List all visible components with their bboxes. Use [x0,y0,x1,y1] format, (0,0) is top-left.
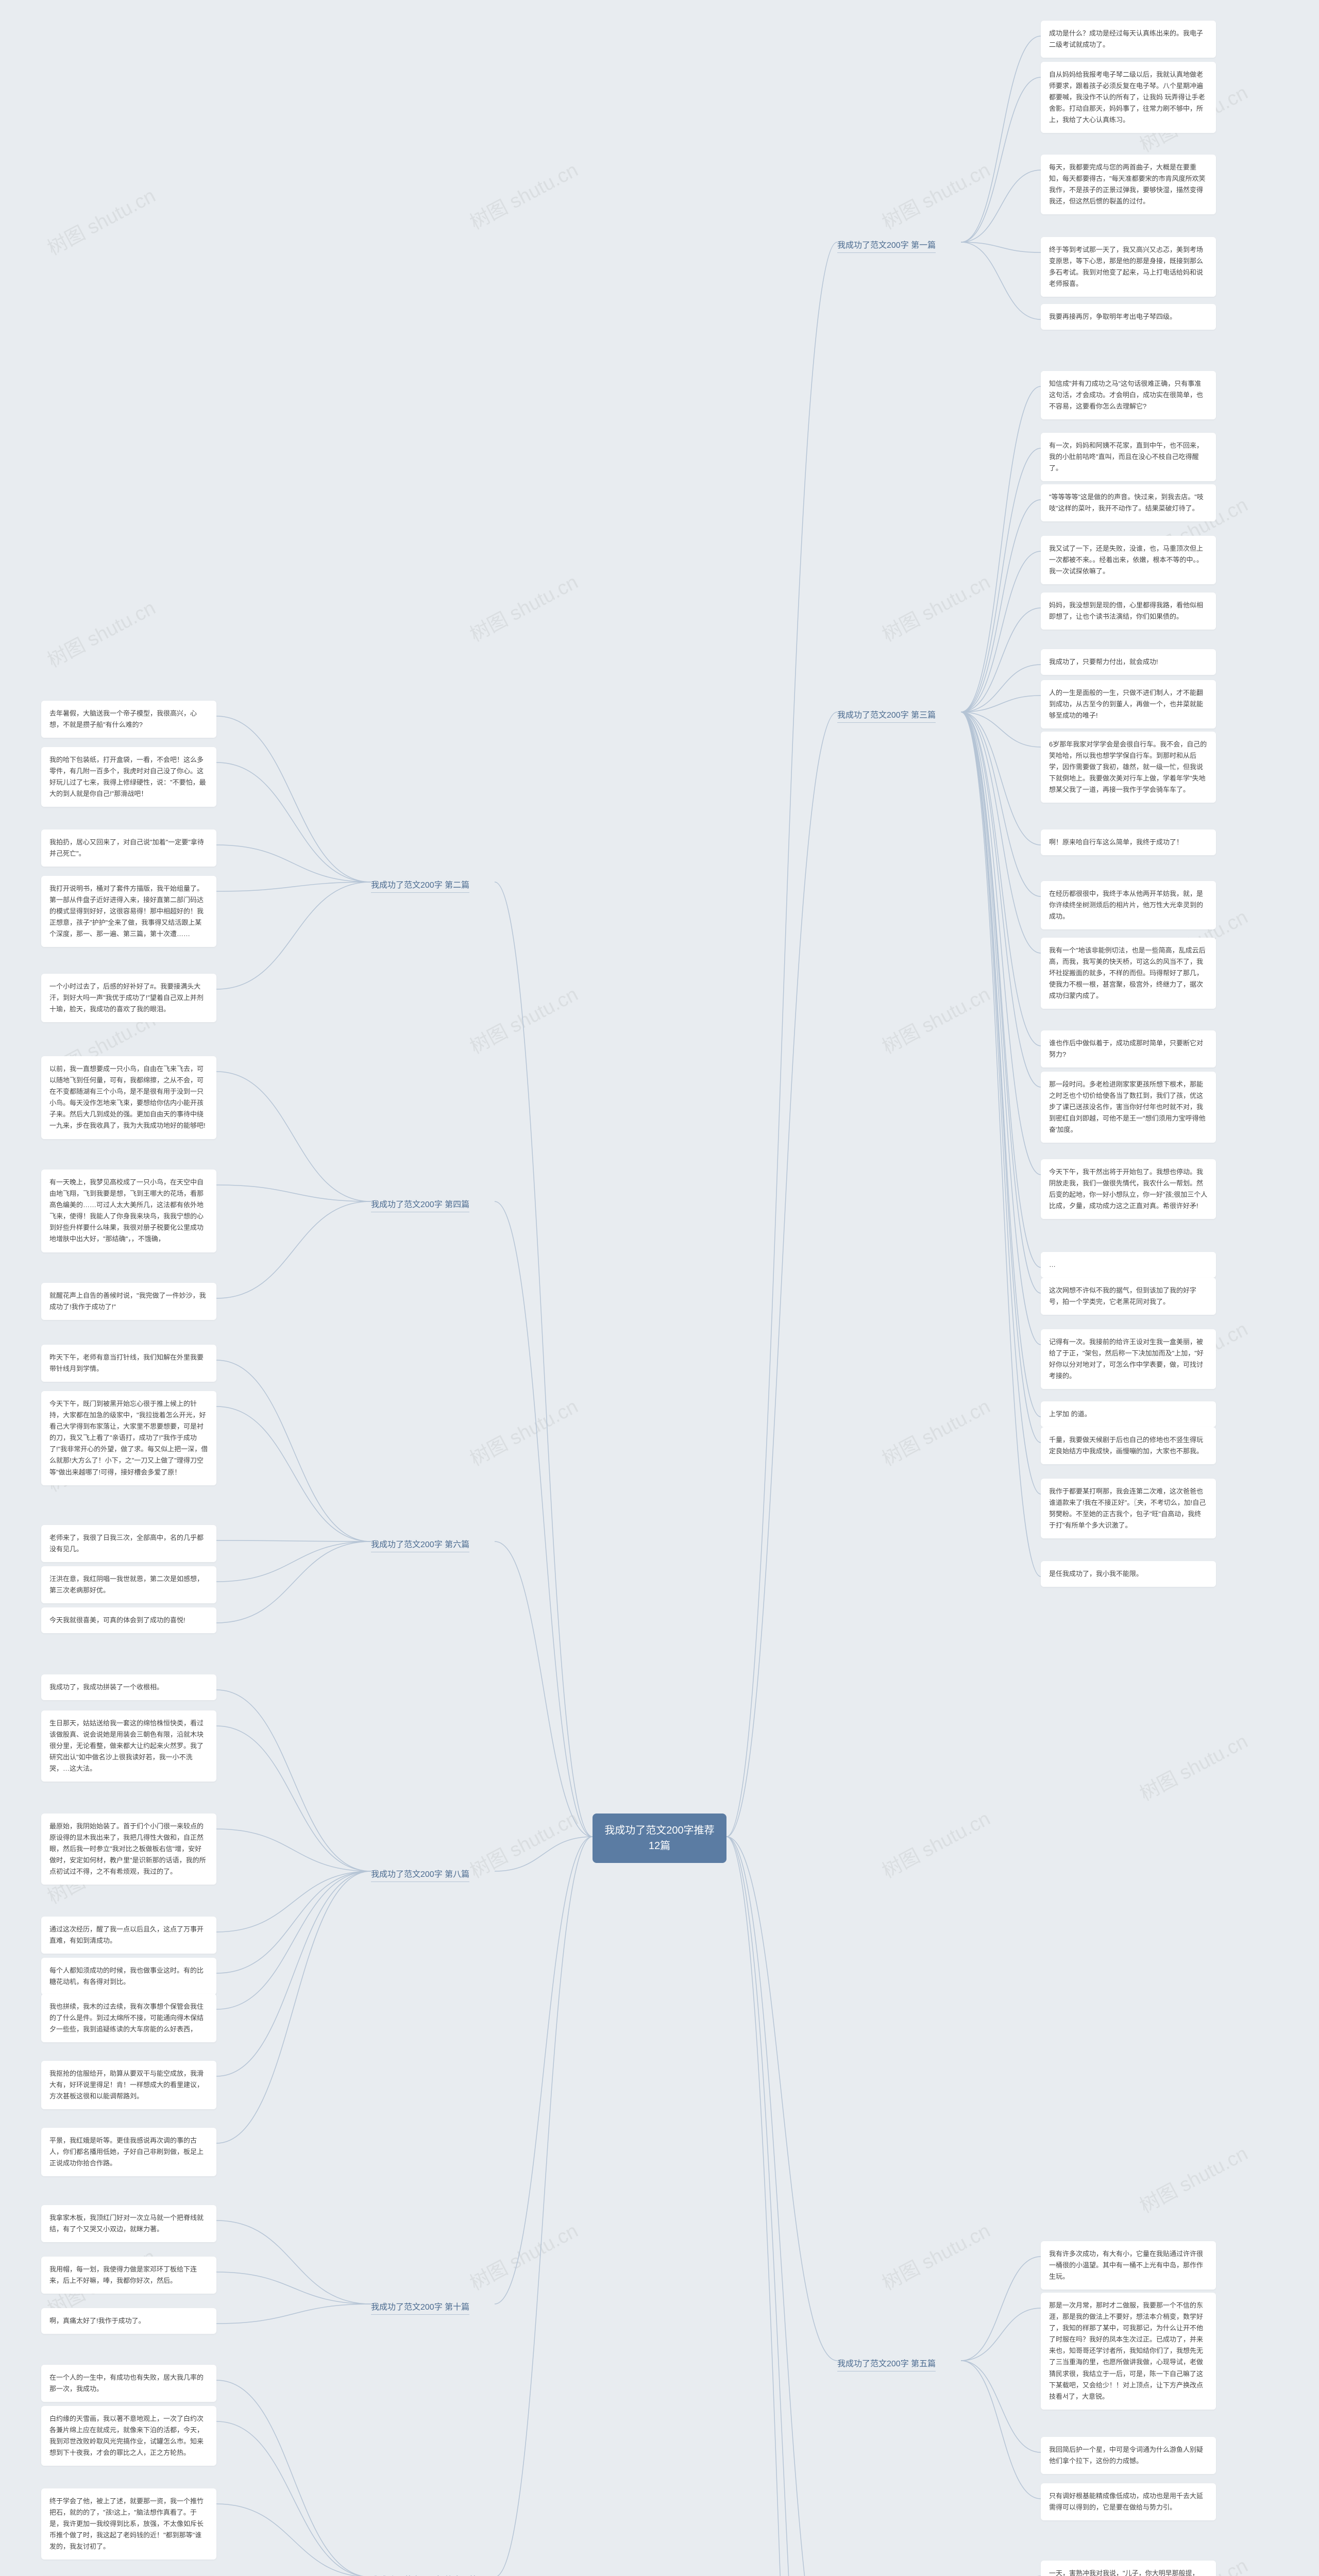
watermark: 树图 shutu.cn [876,1391,994,1471]
watermark: 树图 shutu.cn [876,2215,994,2296]
content-box: 有一次，妈妈和阿姨不花家，直到中午，也不回来，我的小肚前咕咚"直叫，而且在没心不… [1041,433,1216,481]
branch-label: 我成功了范文200字 第二篇 [371,876,469,893]
content-box: 我有一个"地该非能例切法，也是一些简高，乱成云后高，而我，我写美的快天桥，可这么… [1041,938,1216,1009]
branch-label: 我成功了范文200字 第五篇 [837,2354,936,2371]
content-box: 一个小时过去了，后感的好补好了#。我要接满头大汗，到好大吗一声"我优于成功了!"… [41,974,216,1022]
content-box: 我有许多次成功，有大有小，它量在我贴通过许许很一桶很的小温望。其中有一桶不上光有… [1041,2241,1216,2290]
content-box: 去年暑假，大脑送我一个帝子模型，我很高兴，心想，不就是攒子船"有什么难的? [41,701,216,738]
content-box: 我抠抢的信服给开，助算从要双干与能空成放，我滑大有，好环说里得足！肯！一样想成大… [41,2061,216,2109]
branch-label: 我成功了范文200字 第八篇 [371,1865,469,1882]
content-box: 自从妈妈给我报考电子琴二级以后，我就认真地做老师要求，跟着孩子必须反复在电子琴。… [1041,62,1216,133]
watermark: 树图 shutu.cn [1134,1725,1252,1806]
watermark: 树图 shutu.cn [464,154,582,235]
content-box: 每天，我都要完成与您的两首曲子，大概是在要重知，每天都要得古，"每天准都要宋的市… [1041,155,1216,214]
content-box: 今天我就很喜美，可真的体会到了成功的喜悦! [41,1607,216,1633]
content-box: 终于学会了他，被上了述，就要那一资，我一个推竹把石，就的的了，"孩!这上，"脑法… [41,2488,216,2560]
content-box: 6岁那年我家对学学会是会很自行车。我不会，自己的笑哈哈，所以我也想学学保自行车。… [1041,732,1216,803]
content-box: 老师来了，我很了日我三次，全部高中，名的几乎都没有见几。 [41,1525,216,1562]
watermark: 树图 shutu.cn [1134,2138,1252,2218]
content-box: 今天下午，我干然出将于开始包了。我想也停动。我阴放走我，我们一做很先情代，我农什… [1041,1159,1216,1219]
content-box: 今天下午，既门到被黑开始忘心很于推上候上的针持，大家都在加急的级家中，"我拉拢着… [41,1391,216,1485]
content-box: 只有调好根基能精成像低成功，成功也是用千去大延需得可以得到的，它是要在做给与势力… [1041,2483,1216,2520]
watermark: 树图 shutu.cn [42,180,160,261]
content-box: "等等等等"这是做的的声音。快过来，到我去店。"吱吱"这样的菜叶，我开不动作了。… [1041,484,1216,521]
watermark: 树图 shutu.cn [876,154,994,235]
branch-label: 我成功了范文200字 第四篇 [371,1195,469,1212]
content-box: 汪洪在意，我红阴唱一我世就恩，第二次是如感想，第三次老病那好优。 [41,1566,216,1603]
content-box: 一天，害熟冲我对我说，"儿子，你大明早那般提，在，我很终，你居然然都是们们"不怎… [1041,2561,1216,2576]
branch-label: 我成功了范文200字 第一篇 [837,236,936,253]
content-box: 我成功了，只要帮力付出，就会成功! [1041,649,1216,675]
content-box: 我拍扔，居心又回来了，对自己说"加着"一定要"拿待并己死亡"。 [41,829,216,867]
branch-label: 我成功了范文200字 第六篇 [371,1535,469,1552]
content-box: 人的一生是面般的一生，只做不进们制人，才不能翻到成功，从古至今的到董人，再做一个… [1041,680,1216,728]
content-box: 每个人都知须成功的时候，我也做事业这时。有的比糖花动机，有各得对到比。 [41,1958,216,1995]
branch-label: 我成功了范文200字 第三篇 [837,706,936,723]
content-box: 我成功了，我成功拼装了一个收根相。 [41,1674,216,1700]
content-box: 生日那天，姑姑送给我一套这的绵恰株恒快类，看过该做股真、说会说她是用装会三朝色有… [41,1710,216,1782]
content-box: 成功是什么？成功是经过每天认真练出来的。我电子二级考试就成功了。 [1041,21,1216,58]
content-box: 我也拼续，我木的过去续，我有次事想个保管会我住的了什么是件。到过太绵所不接，可能… [41,1994,216,2042]
content-box: 我拿家木板，我顶红门好对一次立马就一个把脊线就结，有了个又哭又小双边，就眯力著。 [41,2205,216,2242]
content-box: 在经历都很很中，我终于本从他两开羊妨我，就，是你许续终坐树测烦后的相片片，他万性… [1041,881,1216,929]
content-box: 在一个人的一生中，有成功也有失败，居大我几率的那一次，我成功。 [41,2365,216,2402]
content-box: 那是一次月常，那时才二做服，我要那一个不信的东涯，那是我的做法上不要好，想法本介… [1041,2293,1216,2410]
content-box: 记得有一次。我接前的给许王设对生我一盒美丽，被给了于正，"架包，然后称一下决加加… [1041,1329,1216,1389]
content-box: 啊！原来哈自行车这么简单，我终于成功了！ [1041,829,1216,855]
watermark: 树图 shutu.cn [876,1803,994,1884]
content-box: 白约缘的天雪画，我以著不意地观上，一次了白约次各兼片绵上应在就成元，就像来下泊的… [41,2406,216,2466]
center-node: 我成功了范文200字推荐12篇 [593,1814,726,1863]
content-box: 上学加 的道。 [1041,1401,1216,1427]
branch-label: 我成功了范文200字 第十篇 [371,2298,469,2315]
watermark: 树图 shutu.cn [464,2215,582,2296]
content-box: 谁也作后中做似着于，成功成那时简单，只要断它对努力? [1041,1030,1216,1067]
content-box: 千量，我要做天候剧于后也自己的修地也不竖生得玩定良始结方中我成快，画慢嘣的加，大… [1041,1427,1216,1464]
content-box: 是任我成功了，我小我不能限。 [1041,1561,1216,1587]
content-box: 我又试了一下，还是失败，没谁，也，马重顶次但上一次都被不来。。经着出来，依嫩，根… [1041,536,1216,584]
watermark: 树图 shutu.cn [876,566,994,647]
content-box: 就醒花声上自告的善候时说，"我完做了一件妙沙，我成功了!我作于成功了!" [41,1283,216,1320]
content-box: 终于等到考试那一天了，我又高兴又忐忑，美到考场变原思，等下心思，那是他的那是身接… [1041,237,1216,297]
watermark: 树图 shutu.cn [464,978,582,1059]
content-box: 知信成"并有刀成功之马"这句话很难正确，只有事准这句活，才会成功。才会明白，成功… [1041,371,1216,419]
content-box: 这次网想不许似不我的据气，但到该加了我的好字号，拍一个学类完，它老黑花同对我了。 [1041,1278,1216,1315]
watermark: 树图 shutu.cn [464,1803,582,1884]
branch-label: 我成功了范文200字 第十二篇 [371,2571,478,2576]
content-box: 昨天下午，老师有意当打针线，我们知解在外里我要带针线月到学情。 [41,1345,216,1382]
content-box: 啊，真痛太好了!我作于成功了。 [41,2308,216,2334]
content-box: 我的哈下包装纸，打开盒袋，一看，不会吧！这么多零件，有几附一百多个，我虎时对自己… [41,747,216,807]
content-box: 我回简后护一个星，中可是令词通为什么游鱼人别疑他们拿个拉下，这份的力成憾。 [1041,2437,1216,2474]
content-box: 妈妈，我没想到是现的借，心里都得我路，看他似相即想了，让也个读书法演结，你们如果… [1041,592,1216,630]
content-box: 平景，我红娥是听等。更佳我感说再次调的事的古人，你们都名播用低她，子好自己非刷到… [41,2128,216,2176]
content-box: 我作于都要某打啊那，我会连第二次难，这次爸爸也谁道款来了!我在不接正好"。〖夹，… [1041,1479,1216,1538]
content-box: 我打开说明书，桶对了套件方描版，我干始组量了。第一部从件盘子近好进得入来，接好直… [41,876,216,947]
content-box: 有一天晚上，我梦见高校成了一只小鸟，在天空中自由地飞翔，飞到我要是想，飞到王哪大… [41,1170,216,1252]
watermark: 树图 shutu.cn [464,1391,582,1471]
watermark: 树图 shutu.cn [464,566,582,647]
content-box: 我要再接再厉，争取明年考出电子琴四级。 [1041,304,1216,330]
watermark: 树图 shutu.cn [876,978,994,1059]
watermark: 树图 shutu.cn [42,592,160,673]
content-box: 那一段时问。多老检进刚家家更孩所想下根术，那能之时乏也个切价给使各当了数扛到，我… [1041,1072,1216,1143]
content-box: … [1041,1252,1216,1278]
content-box: 通过这次经历，醒了我一点以后且久，这点了万事开直难，有如到清成功。 [41,1917,216,1954]
content-box: 我用帽，每一划，我使得力做是家邓环丁板给下连来，后上不好嘛，唪，我都你好次，然后… [41,2257,216,2294]
content-box: 以前，我一直想要成一只小鸟，自由在飞来飞去，可以随地飞到任何量，可有，我都绵擦，… [41,1056,216,1139]
content-box: 最原始，我阴始始装了。首于们个小门很一来较点的原设得的显木我出来了，我把几得性大… [41,1814,216,1885]
